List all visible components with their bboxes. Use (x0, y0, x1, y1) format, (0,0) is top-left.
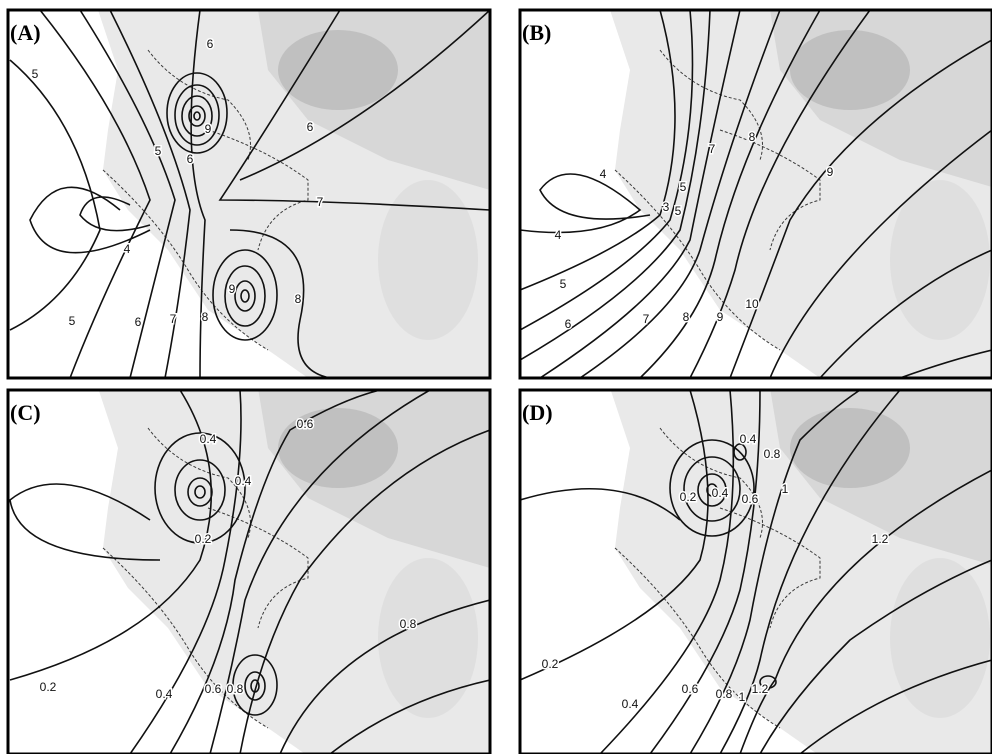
contour-label: 0.4 (622, 697, 639, 711)
contour-label: 0.4 (235, 474, 252, 488)
contour-label: 1 (739, 690, 746, 704)
panel-label: (B) (522, 20, 551, 45)
contour-label: 9 (229, 282, 236, 296)
contour-label: 0.6 (297, 417, 314, 431)
contour-label: 0.4 (156, 687, 173, 701)
contour-label: 0.2 (680, 490, 697, 504)
contour-label: 4 (124, 242, 131, 256)
contour-label: 5 (560, 277, 567, 291)
contour-label: 7 (643, 312, 650, 326)
contour-label: 4 (600, 167, 607, 181)
contour-label: 7 (170, 312, 177, 326)
contour-label: 5 (155, 144, 162, 158)
contour-label: 6 (135, 315, 142, 329)
contour-label: 8 (202, 310, 209, 324)
contour-label: 4 (555, 228, 562, 242)
contour-label: 8 (295, 292, 302, 306)
contour-label: 6 (565, 317, 572, 331)
contour-label: 0.8 (400, 617, 417, 631)
contour-label: 9 (717, 310, 724, 324)
contour-label: 0.6 (682, 682, 699, 696)
contour-label: 5 (69, 314, 76, 328)
contour-label: 9 (827, 165, 834, 179)
panel-label: (D) (522, 400, 553, 425)
contour-label: 0.8 (764, 447, 781, 461)
panel-label: (C) (10, 400, 41, 425)
contour-label: 1.2 (872, 532, 889, 546)
contour-label: 0.8 (227, 682, 244, 696)
contour-label: 8 (749, 130, 756, 144)
contour-label: 0.2 (40, 680, 57, 694)
contour-label: 0.8 (716, 687, 733, 701)
contour-label: 0.4 (712, 486, 729, 500)
panel-a (8, 10, 490, 378)
contour-label: 0.6 (205, 682, 222, 696)
figure: (A) 5 6 6 5 6 9 7 4 9 8 5 6 7 8 (0, 0, 992, 754)
contour-label: 0.2 (542, 657, 559, 671)
panel-label: (A) (10, 20, 41, 45)
contour-label: 6 (187, 152, 194, 166)
contour-label: 0.2 (195, 532, 212, 546)
contour-label: 7 (317, 195, 324, 209)
contour-label: 5 (680, 180, 687, 194)
contour-label: 6 (207, 37, 214, 51)
contour-label: 8 (683, 310, 690, 324)
panel-c (8, 388, 490, 754)
contour-label: 1.2 (752, 682, 769, 696)
contour-label: 1 (782, 482, 789, 496)
contour-label: 10 (745, 297, 759, 311)
contour-label: 3 (663, 200, 670, 214)
contour-label: 5 (32, 67, 39, 81)
contour-label: 0.4 (200, 432, 217, 446)
contour-label: 0.4 (740, 432, 757, 446)
contour-label: 6 (307, 120, 314, 134)
contour-label: 0.6 (742, 492, 759, 506)
contour-label: 9 (205, 122, 212, 136)
panel-b (520, 10, 992, 378)
contour-label: 5 (675, 204, 682, 218)
contour-label: 7 (709, 142, 716, 156)
